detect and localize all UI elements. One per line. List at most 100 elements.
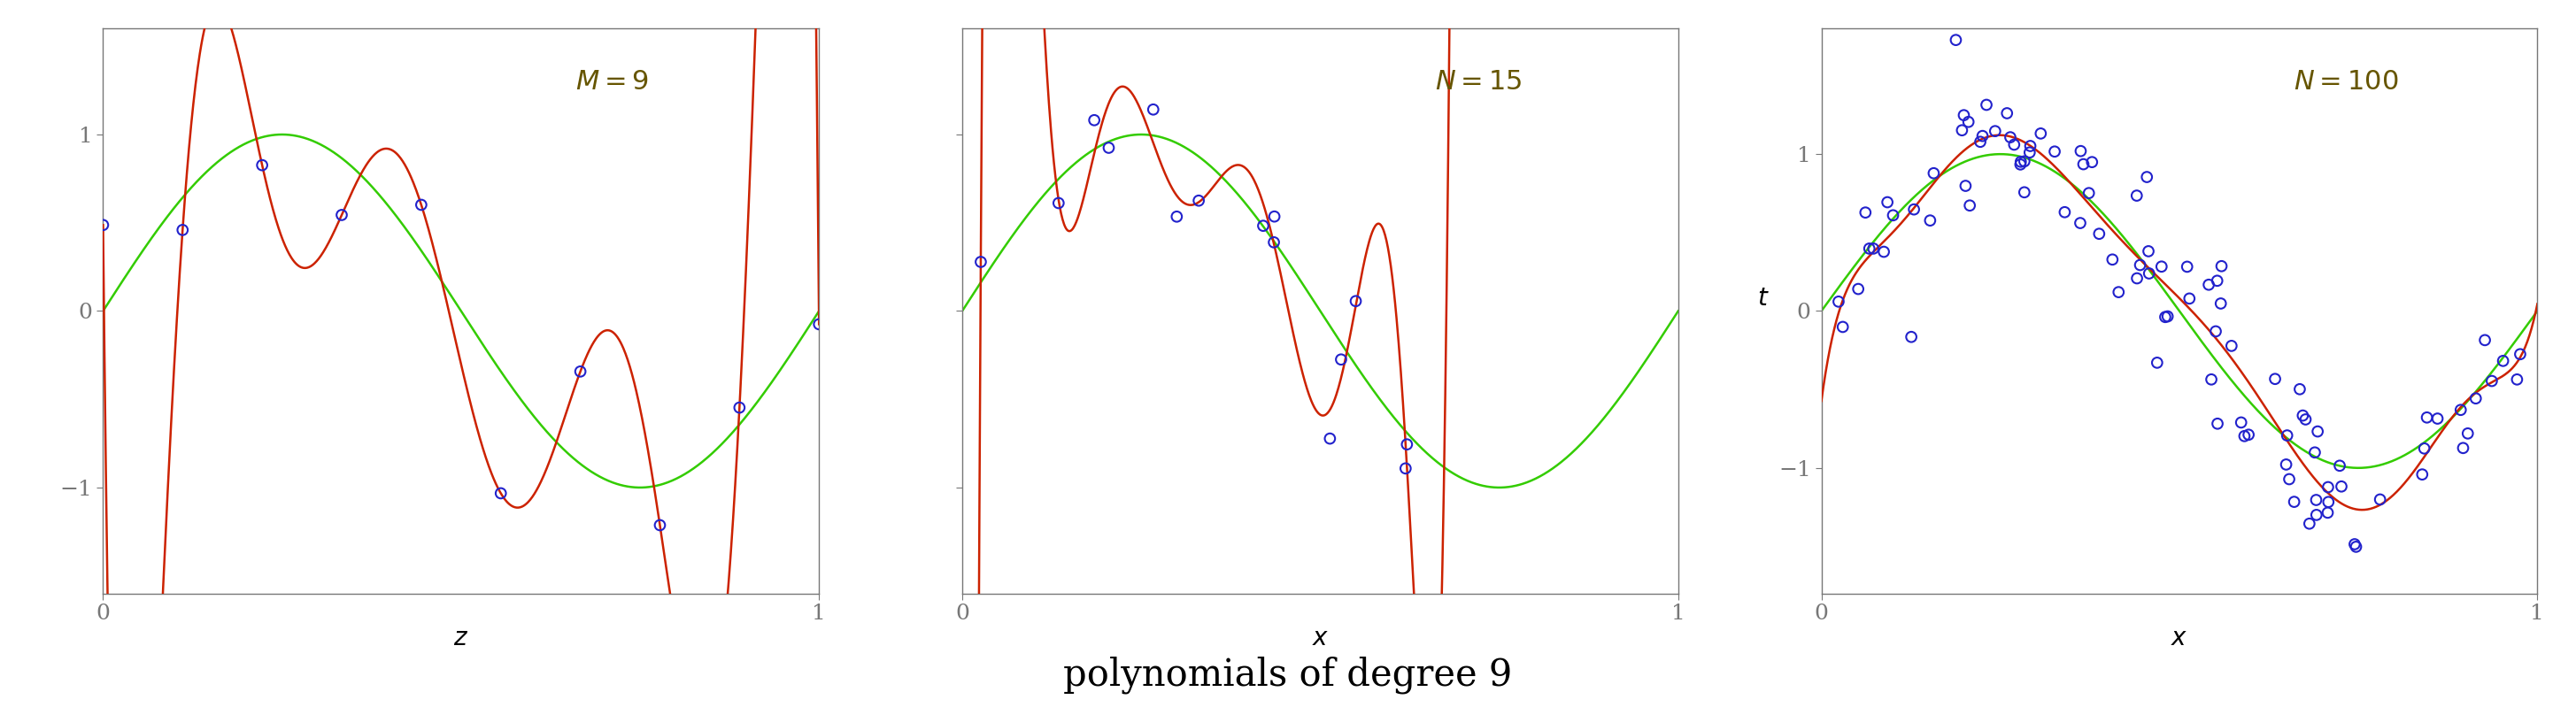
Point — [1999, 156, 2040, 167]
Point — [2166, 261, 2208, 272]
Point — [2190, 374, 2231, 385]
Text: $N = 15$: $N = 15$ — [1435, 68, 1522, 96]
Point — [1844, 207, 1886, 218]
Point — [2035, 146, 2076, 157]
Point — [2228, 429, 2269, 440]
Point — [1177, 195, 1218, 207]
Point — [1999, 159, 2040, 170]
Point — [2004, 187, 2045, 198]
Point — [1909, 214, 1950, 226]
Point — [2295, 494, 2336, 506]
Point — [2020, 128, 2061, 139]
Point — [2470, 375, 2512, 387]
Point — [162, 225, 204, 236]
Point — [1821, 321, 1862, 332]
Point — [2069, 187, 2110, 199]
Point — [1074, 114, 1115, 126]
Point — [1386, 463, 1427, 474]
Text: polynomials of degree 9: polynomials of degree 9 — [1064, 656, 1512, 694]
Point — [1087, 142, 1128, 154]
Point — [1255, 237, 1296, 248]
Point — [2071, 157, 2112, 168]
Point — [2308, 496, 2349, 508]
Point — [2004, 156, 2045, 167]
Point — [1914, 167, 1955, 179]
Point — [2115, 190, 2156, 202]
Point — [2009, 140, 2050, 152]
Point — [2465, 335, 2506, 346]
Point — [2483, 355, 2524, 367]
Point — [559, 366, 600, 378]
Point — [1242, 220, 1283, 232]
Point — [322, 209, 363, 221]
Point — [1965, 99, 2007, 111]
Text: $M = 9$: $M = 9$ — [574, 68, 649, 96]
Point — [2447, 428, 2488, 439]
Point — [2136, 357, 2177, 368]
Point — [2282, 410, 2324, 421]
Point — [2318, 460, 2360, 471]
Point — [2128, 245, 2169, 257]
Point — [2063, 159, 2105, 170]
Point — [2499, 348, 2540, 360]
Point — [2187, 279, 2228, 290]
Point — [2290, 518, 2331, 529]
Point — [2267, 430, 2308, 441]
Point — [2117, 272, 2159, 284]
Point — [2254, 373, 2295, 385]
Point — [402, 199, 443, 210]
Point — [1309, 433, 1350, 444]
Point — [1819, 296, 1860, 307]
Point — [1935, 34, 1976, 46]
Point — [2439, 404, 2481, 415]
Point — [2416, 413, 2458, 424]
Point — [2061, 217, 2102, 229]
Point — [2308, 507, 2349, 518]
Point — [1868, 197, 1909, 208]
Point — [2128, 267, 2169, 279]
Point — [2146, 311, 2187, 322]
Point — [2295, 447, 2336, 458]
Point — [1862, 246, 1904, 257]
Point — [2092, 254, 2133, 265]
Point — [2285, 414, 2326, 425]
Point — [2403, 443, 2445, 454]
Point — [2308, 481, 2349, 493]
Point — [2280, 383, 2321, 395]
Point — [2336, 541, 2378, 553]
Point — [1891, 331, 1932, 342]
Point — [1976, 125, 2017, 137]
Point — [2200, 260, 2241, 272]
Point — [2223, 430, 2264, 442]
Text: $N = 100$: $N = 100$ — [2295, 68, 2398, 96]
Point — [2141, 261, 2182, 272]
Point — [242, 159, 283, 171]
Point — [2275, 496, 2316, 508]
Point — [2079, 228, 2120, 240]
Point — [1963, 130, 2004, 142]
Point — [1942, 124, 1984, 136]
Point — [1038, 197, 1079, 209]
Point — [2455, 393, 2496, 404]
Point — [2045, 207, 2087, 218]
Point — [1945, 180, 1986, 192]
Point — [1994, 139, 2035, 150]
X-axis label: $x$: $x$ — [2172, 627, 2187, 651]
Point — [2321, 480, 2362, 492]
Point — [1942, 109, 1984, 121]
Point — [2264, 459, 2306, 470]
Point — [1986, 107, 2027, 119]
Point — [2210, 340, 2251, 352]
Point — [2200, 297, 2241, 309]
Point — [1873, 209, 1914, 221]
Point — [639, 520, 680, 531]
Point — [2197, 275, 2239, 287]
Point — [2406, 412, 2447, 423]
Point — [1837, 283, 1878, 295]
Point — [1893, 204, 1935, 215]
Point — [961, 256, 1002, 267]
Point — [799, 318, 840, 330]
Point — [719, 402, 760, 413]
Point — [2269, 473, 2311, 485]
Y-axis label: $t$: $t$ — [1757, 287, 1770, 311]
